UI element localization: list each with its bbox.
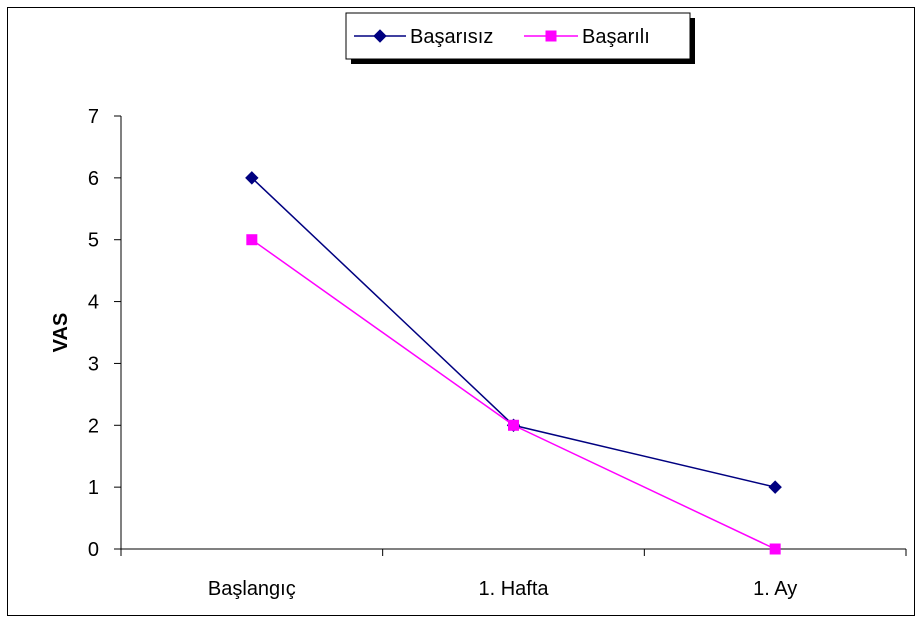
y-tick-label: 4 [88, 292, 99, 314]
y-tick-label: 3 [88, 353, 99, 375]
y-tick-label: 6 [88, 168, 99, 190]
data-point-başarılı [545, 30, 557, 42]
y-tick-label: 0 [88, 539, 99, 561]
legend-label: Başarılı [582, 26, 650, 48]
data-point-başarısız [768, 480, 782, 494]
x-tick-label: Başlangıç [208, 578, 296, 600]
data-point-başarısız [245, 171, 259, 185]
data-point-başarılı [508, 419, 519, 431]
series-line-başarılı [251, 239, 776, 550]
y-tick-label: 5 [88, 230, 99, 252]
x-tick-label: 1. Ay [753, 578, 797, 600]
chart-frame [7, 7, 915, 616]
y-tick-label: 1 [88, 477, 99, 499]
x-tick-label: 1. Hafta [478, 578, 549, 600]
legend-label: Başarısız [410, 26, 493, 48]
data-point-başarısız [373, 29, 387, 43]
data-point-başarılı [769, 543, 781, 555]
y-tick-label: 2 [88, 415, 99, 437]
data-point-başarılı [246, 234, 258, 246]
series-line-başarısız [251, 177, 776, 488]
y-tick-label: 7 [88, 106, 99, 128]
y-axis-title: VAS [50, 313, 72, 353]
